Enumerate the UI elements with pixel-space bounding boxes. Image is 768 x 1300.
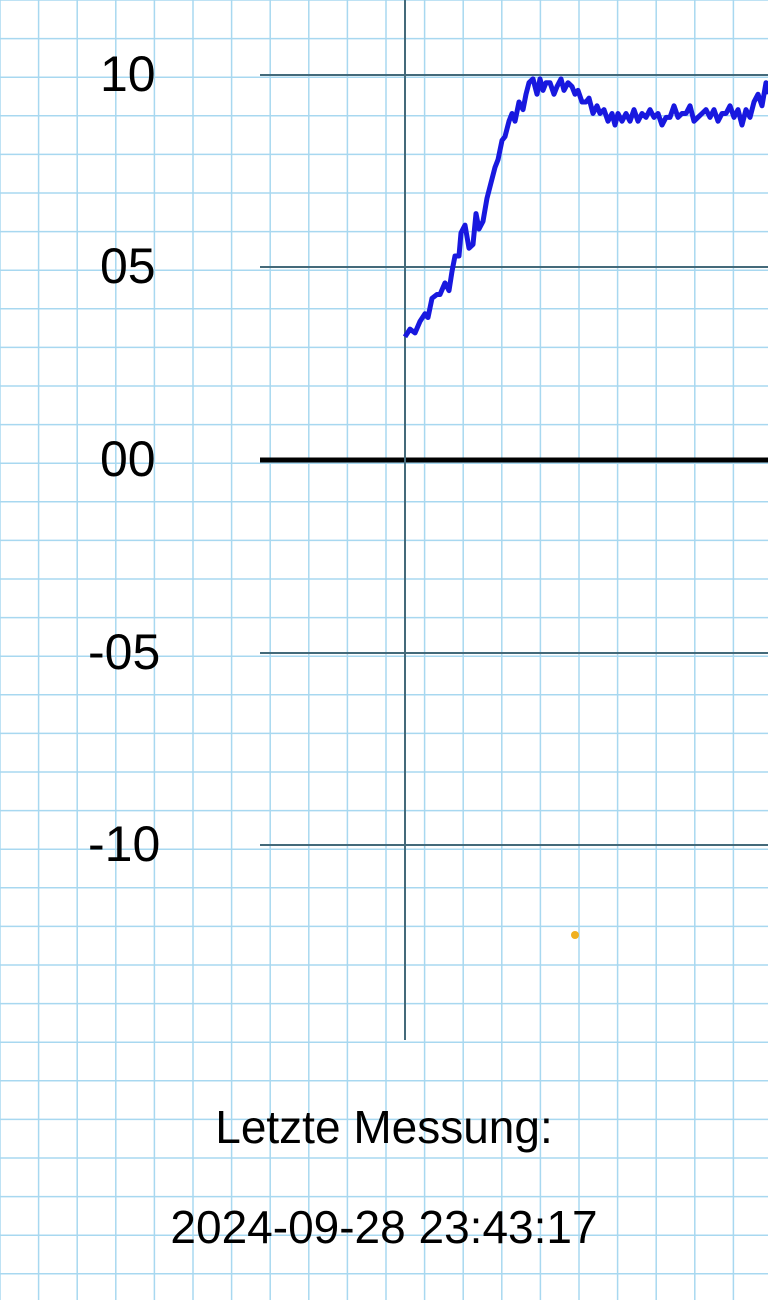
last-measurement-label: Letzte Messung: (0, 1100, 768, 1154)
y-tick-label: 05 (100, 237, 156, 295)
marker-dot (571, 931, 579, 939)
y-tick-label: 00 (100, 430, 156, 488)
last-measurement-timestamp: 2024-09-28 23:43:17 (0, 1200, 768, 1254)
y-tick-label: 10 (100, 45, 156, 103)
y-tick-label: -10 (88, 815, 160, 873)
y-tick-label: -05 (88, 623, 160, 681)
measurement-chart: 10 05 00 -05 -10 Letzte Messung: 2024-09-28 … (0, 0, 768, 1300)
